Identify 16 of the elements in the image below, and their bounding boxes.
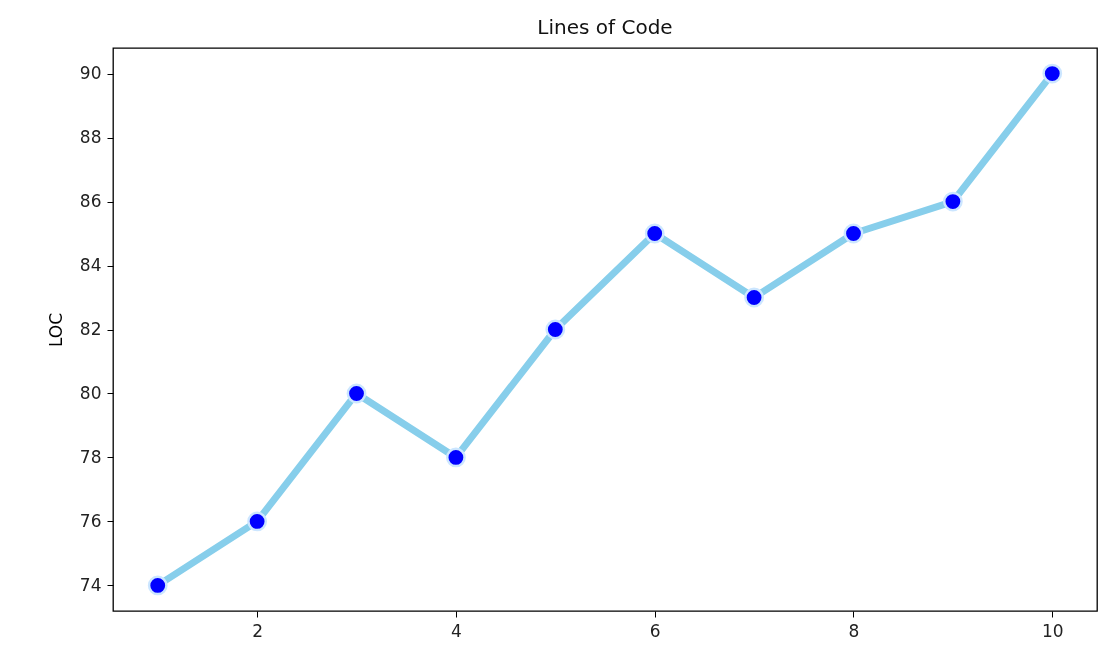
- y-tick-label: 84: [79, 255, 102, 276]
- y-tick-label: 86: [79, 191, 102, 212]
- y-tick-label: 80: [79, 382, 102, 403]
- y-tick-label: 82: [79, 319, 102, 339]
- x-tick-label: 2: [252, 620, 264, 641]
- y-tick-label: 78: [79, 446, 102, 467]
- x-tick-label: 4: [451, 620, 462, 641]
- y-tick-label: 74: [79, 574, 102, 595]
- y-tick-label: 88: [79, 127, 102, 148]
- x-tick-label: 6: [649, 620, 661, 641]
- y-tick-label: 76: [79, 510, 102, 531]
- y-axis-title: LOC: [45, 312, 66, 348]
- y-tick-label: 90: [79, 63, 102, 84]
- x-tick-label: 8: [848, 620, 860, 641]
- chart-title: Lines of Code: [537, 15, 673, 39]
- x-tick-label: 10: [1041, 620, 1064, 641]
